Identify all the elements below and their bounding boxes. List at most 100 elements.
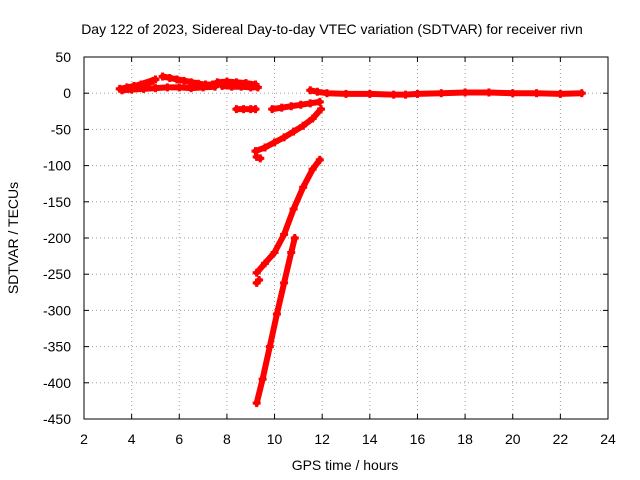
data-point xyxy=(322,89,331,98)
data-point xyxy=(287,102,296,111)
data-point xyxy=(246,83,255,92)
data-point xyxy=(484,88,493,97)
data-point xyxy=(239,105,248,114)
data-points xyxy=(115,72,586,408)
data-point xyxy=(165,73,174,82)
data-point xyxy=(163,83,172,92)
y-tick-label: -50 xyxy=(51,121,71,137)
data-point xyxy=(122,83,131,92)
x-tick-label: 8 xyxy=(223,431,231,447)
data-point xyxy=(315,97,324,106)
data-point xyxy=(265,342,274,351)
data-point xyxy=(232,105,241,114)
x-tick-label: 6 xyxy=(175,431,183,447)
data-point xyxy=(201,80,210,89)
data-point xyxy=(280,278,289,287)
x-tick-label: 16 xyxy=(410,431,426,447)
data-point xyxy=(175,83,184,92)
data-point xyxy=(316,105,325,114)
y-tick-label: -250 xyxy=(43,266,71,282)
data-point xyxy=(213,78,222,87)
data-point xyxy=(252,268,261,277)
data-point xyxy=(222,77,231,86)
data-point xyxy=(255,275,264,284)
data-point xyxy=(289,127,298,136)
data-point xyxy=(208,80,217,89)
data-point xyxy=(241,79,250,88)
data-point xyxy=(277,103,286,112)
y-tick-label: -400 xyxy=(43,375,71,391)
x-tick-label: 12 xyxy=(314,431,330,447)
data-point xyxy=(461,88,470,97)
x-tick-label: 20 xyxy=(505,431,521,447)
x-tick-label: 2 xyxy=(80,431,88,447)
data-point xyxy=(287,248,296,257)
plot-border xyxy=(83,56,609,420)
y-tick-label: -200 xyxy=(43,230,71,246)
data-point xyxy=(280,133,289,142)
data-point xyxy=(270,248,279,257)
data-point xyxy=(306,86,315,95)
data-point xyxy=(270,138,279,147)
y-tick-label: 50 xyxy=(55,49,71,65)
axis-ticks: 2 4 6 8 10 12 14 16 18 20 22 24500-50-100-150-200-2… xyxy=(43,49,616,447)
data-point xyxy=(258,375,267,384)
x-tick-label: 18 xyxy=(457,431,473,447)
x-tick-label: 24 xyxy=(600,431,616,447)
y-tick-label: -150 xyxy=(43,194,71,210)
data-point xyxy=(180,76,189,85)
data-point xyxy=(139,84,148,93)
x-tick-label: 4 xyxy=(128,431,136,447)
data-point xyxy=(118,86,127,95)
data-point xyxy=(268,105,277,114)
data-point xyxy=(308,114,317,123)
data-point xyxy=(401,90,410,99)
data-point xyxy=(280,230,289,239)
data-point xyxy=(227,82,236,91)
x-axis-label: GPS time / hours xyxy=(292,457,399,473)
data-point xyxy=(232,78,241,87)
data-point xyxy=(532,89,541,98)
data-point xyxy=(158,72,167,81)
data-point xyxy=(308,165,317,174)
data-point xyxy=(137,80,146,89)
data-point xyxy=(253,83,262,92)
data-point xyxy=(315,155,324,164)
y-tick-label: -450 xyxy=(43,411,71,427)
data-point xyxy=(296,100,305,109)
y-tick-label: -100 xyxy=(43,158,71,174)
data-point xyxy=(187,78,196,87)
plot-frame xyxy=(83,56,609,420)
data-point xyxy=(389,90,398,99)
chart-title: Day 122 of 2023, Sidereal Day-to-day VTE… xyxy=(81,21,583,37)
data-trace xyxy=(253,156,323,276)
data-point xyxy=(413,89,422,98)
data-point xyxy=(437,89,446,98)
data-point xyxy=(172,75,181,84)
x-tick-label: 10 xyxy=(267,431,283,447)
data-point xyxy=(556,89,565,98)
data-point xyxy=(261,259,270,268)
data-point xyxy=(261,143,270,152)
x-tick-label: 14 xyxy=(362,431,378,447)
data-point xyxy=(127,85,136,94)
data-point xyxy=(256,154,265,163)
data-point xyxy=(313,87,322,96)
data-trace xyxy=(307,87,585,98)
data-point xyxy=(237,82,246,91)
y-axis-label: SDTVAR / TECUs xyxy=(5,182,21,294)
data-point xyxy=(365,89,374,98)
y-tick-label: -350 xyxy=(43,339,71,355)
data-point xyxy=(577,89,586,98)
grid xyxy=(84,57,608,419)
data-point xyxy=(306,99,315,108)
data-point xyxy=(194,79,203,88)
data-point xyxy=(290,234,299,242)
data-point xyxy=(342,89,350,98)
y-tick-label: -300 xyxy=(43,302,71,318)
data-point xyxy=(299,121,308,130)
data-point xyxy=(251,105,260,114)
y-tick-label: 0 xyxy=(63,85,71,101)
data-point xyxy=(218,81,227,90)
